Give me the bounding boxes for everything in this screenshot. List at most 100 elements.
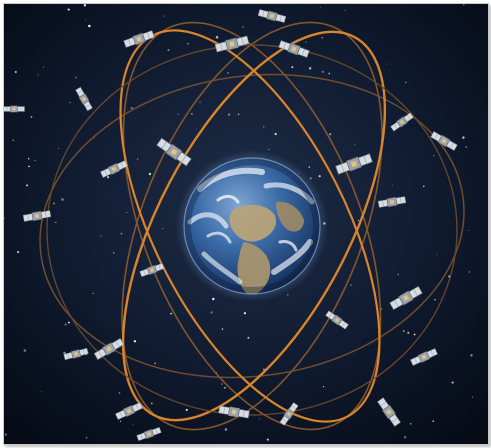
scene-illustration <box>4 4 488 444</box>
star-icon <box>4 217 5 220</box>
star-icon <box>162 228 164 230</box>
star-icon <box>471 396 474 398</box>
star-icon <box>462 136 465 139</box>
satellite-icon <box>4 105 25 113</box>
star-icon <box>286 293 289 296</box>
star-icon <box>223 386 226 389</box>
star-icon <box>413 333 416 336</box>
star-icon <box>322 385 325 388</box>
star-icon <box>423 185 425 187</box>
star-icon <box>329 133 332 136</box>
star-icon <box>328 72 331 75</box>
star-icon <box>215 35 219 39</box>
star-icon <box>88 24 91 28</box>
star-icon <box>405 81 407 84</box>
star-icon <box>63 351 66 355</box>
star-icon <box>409 422 412 425</box>
star-icon <box>407 331 410 334</box>
star-icon <box>402 330 405 332</box>
star-icon <box>247 336 250 339</box>
orbit-path <box>46 44 458 416</box>
star-icon <box>67 8 70 11</box>
star-icon <box>468 271 471 273</box>
star-icon <box>221 328 224 330</box>
star-icon <box>26 184 29 187</box>
star-icon <box>397 273 400 276</box>
star-icon <box>467 229 469 231</box>
star-icon <box>243 312 247 315</box>
star-icon <box>237 113 240 116</box>
star-icon <box>148 172 152 176</box>
star-icon <box>170 312 173 315</box>
star-icon <box>85 20 87 21</box>
star-icon <box>212 297 215 301</box>
star-icon <box>318 175 321 178</box>
star-icon <box>305 41 307 43</box>
star-icon <box>75 77 77 79</box>
star-icon <box>187 42 189 45</box>
star-icon <box>227 113 231 116</box>
star-icon <box>119 420 122 423</box>
star-icon <box>221 383 223 385</box>
star-icon <box>4 433 7 436</box>
star-icon <box>463 4 465 6</box>
star-icon <box>167 49 170 52</box>
star-icon <box>14 70 17 74</box>
star-icon <box>120 232 123 235</box>
star-icon <box>433 154 435 157</box>
star-icon <box>303 47 305 49</box>
star-icon <box>92 292 94 294</box>
star-icon <box>320 6 322 8</box>
star-icon <box>126 212 128 214</box>
star-icon <box>118 392 121 394</box>
star-icon <box>28 165 30 168</box>
star-icon <box>154 362 157 365</box>
star-icon <box>354 144 356 146</box>
star-icon <box>37 74 39 76</box>
star-icon <box>191 113 193 115</box>
star-icon <box>321 70 324 73</box>
star-icon <box>274 132 277 136</box>
star-icon <box>185 408 188 411</box>
star-icon <box>227 72 229 74</box>
space-scene <box>3 3 489 445</box>
star-icon <box>85 436 88 439</box>
star-icon <box>100 235 102 237</box>
star-icon <box>42 66 45 68</box>
star-icon <box>58 147 59 149</box>
star-icon <box>268 148 270 150</box>
star-icon <box>381 308 383 310</box>
star-icon <box>259 418 261 420</box>
star-icon <box>55 221 57 224</box>
star-icon <box>146 442 147 444</box>
star-icon <box>67 321 70 324</box>
star-icon <box>465 146 468 148</box>
star-icon <box>350 284 352 286</box>
star-icon <box>83 4 87 7</box>
star-icon <box>291 66 294 69</box>
star-icon <box>112 251 115 254</box>
star-icon <box>12 139 15 142</box>
star-icon <box>321 36 324 39</box>
star-icon <box>432 420 434 422</box>
star-icon <box>199 101 201 103</box>
earth-icon <box>176 150 328 302</box>
star-icon <box>17 251 20 254</box>
star-icon <box>136 158 139 160</box>
star-icon <box>263 126 265 128</box>
star-icon <box>40 391 42 393</box>
star-icon <box>308 67 312 70</box>
star-icon <box>470 354 473 357</box>
star-icon <box>68 101 71 104</box>
star-icon <box>210 311 213 314</box>
star-icon <box>392 184 393 186</box>
star-icon <box>224 428 228 431</box>
star-icon <box>64 323 67 326</box>
star-icon <box>386 63 388 65</box>
star-icon <box>357 219 360 222</box>
star-icon <box>133 340 137 343</box>
orbit-path <box>121 30 387 422</box>
orbit-path <box>39 73 465 379</box>
star-icon <box>177 113 180 115</box>
star-icon <box>107 176 110 179</box>
